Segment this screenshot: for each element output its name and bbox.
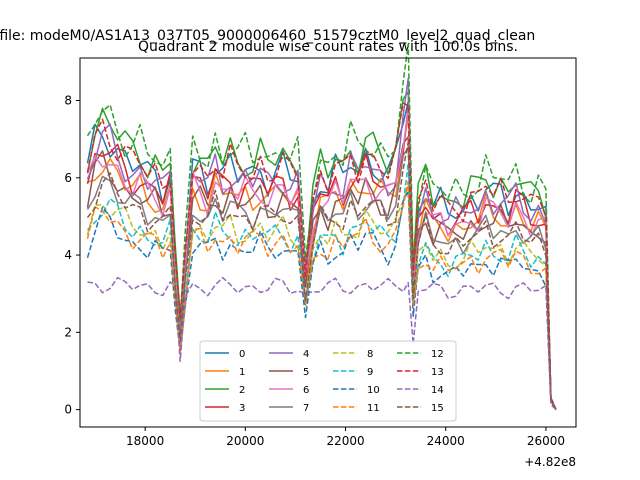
legend-entry: 7 bbox=[269, 403, 309, 414]
series-line-3 bbox=[86, 104, 557, 410]
y-tick: 6 bbox=[64, 171, 80, 185]
x-tick-label: 20000 bbox=[226, 434, 264, 448]
legend-entry: 0 bbox=[205, 349, 245, 360]
legend-label: 3 bbox=[239, 403, 245, 414]
legend-label: 7 bbox=[303, 403, 309, 414]
legend-entry: 12 bbox=[397, 349, 444, 360]
y-tick: 4 bbox=[64, 248, 80, 262]
plot-area: 18000 20000 22000 24000 26000 0 2 4 6 8 +4.82e8 bbox=[64, 43, 577, 469]
legend-label: 2 bbox=[239, 385, 245, 396]
legend-label: 5 bbox=[303, 367, 309, 378]
x-tick-label: 18000 bbox=[126, 434, 164, 448]
series-line-13 bbox=[86, 102, 557, 410]
x-tick: 26000 bbox=[527, 427, 565, 448]
legend-label: 4 bbox=[303, 349, 309, 360]
legend-label: 1 bbox=[239, 367, 245, 378]
legend-entry: 1 bbox=[205, 367, 245, 378]
legend-entry: 10 bbox=[333, 385, 380, 396]
y-tick-label: 2 bbox=[64, 325, 72, 339]
figure-suptitle: n file: modeM0/AS1A13_037T05_9000006460_… bbox=[0, 28, 535, 44]
series-line-10 bbox=[86, 190, 557, 411]
series-line-8 bbox=[86, 185, 557, 410]
y-tick-label: 8 bbox=[64, 94, 72, 108]
legend-entry: 6 bbox=[269, 385, 309, 396]
series-line-7 bbox=[86, 146, 557, 410]
legend-entry: 4 bbox=[269, 349, 309, 360]
y-axis: 0 2 4 6 8 bbox=[64, 94, 80, 417]
legend-entry: 15 bbox=[397, 403, 444, 414]
legend-label: 8 bbox=[367, 349, 373, 360]
y-tick: 8 bbox=[64, 94, 80, 108]
y-tick-label: 4 bbox=[64, 248, 72, 262]
y-tick: 0 bbox=[64, 403, 80, 417]
x-tick-label: 24000 bbox=[427, 434, 465, 448]
legend-label: 11 bbox=[367, 403, 380, 414]
legend-label: 14 bbox=[431, 385, 444, 396]
legend-label: 6 bbox=[303, 385, 309, 396]
axes-title: Quadrant 2 module wise count rates with … bbox=[138, 39, 518, 55]
series-line-9 bbox=[86, 162, 557, 410]
legend-label: 10 bbox=[367, 385, 380, 396]
y-tick: 2 bbox=[64, 325, 80, 339]
legend-entry: 14 bbox=[397, 385, 444, 396]
x-tick-label: 22000 bbox=[326, 434, 364, 448]
x-tick: 22000 bbox=[326, 427, 365, 448]
axes-frame bbox=[79, 57, 577, 428]
x-axis-offset-label: +4.82e8 bbox=[524, 455, 576, 469]
legend-label: 9 bbox=[367, 367, 373, 378]
y-tick-label: 6 bbox=[64, 171, 72, 185]
legend-entry: 3 bbox=[205, 403, 245, 414]
legend-label: 12 bbox=[431, 349, 444, 360]
legend-entry: 8 bbox=[333, 349, 373, 360]
legend-entry: 2 bbox=[205, 385, 245, 396]
legend-label: 15 bbox=[431, 403, 444, 414]
x-axis: 18000 20000 22000 24000 26000 bbox=[126, 427, 565, 448]
legend-label: 13 bbox=[431, 367, 444, 378]
x-tick: 18000 bbox=[126, 427, 164, 448]
series-line-15 bbox=[86, 141, 557, 410]
legend-entry: 5 bbox=[269, 367, 309, 378]
y-tick-label: 0 bbox=[64, 403, 72, 417]
series-line-2 bbox=[86, 91, 557, 410]
legend-entry: 11 bbox=[333, 403, 380, 414]
legend-label: 0 bbox=[239, 349, 245, 360]
x-tick-label: 26000 bbox=[527, 434, 565, 448]
series-line-12 bbox=[86, 43, 557, 410]
series-line-14 bbox=[87, 276, 557, 411]
legend-entry: 13 bbox=[397, 367, 444, 378]
x-tick: 24000 bbox=[427, 427, 465, 448]
legend-frame bbox=[199, 340, 457, 422]
series-layer bbox=[86, 43, 557, 411]
x-tick: 20000 bbox=[226, 427, 264, 448]
series-line-11 bbox=[86, 180, 557, 411]
legend-entry: 9 bbox=[333, 367, 373, 378]
